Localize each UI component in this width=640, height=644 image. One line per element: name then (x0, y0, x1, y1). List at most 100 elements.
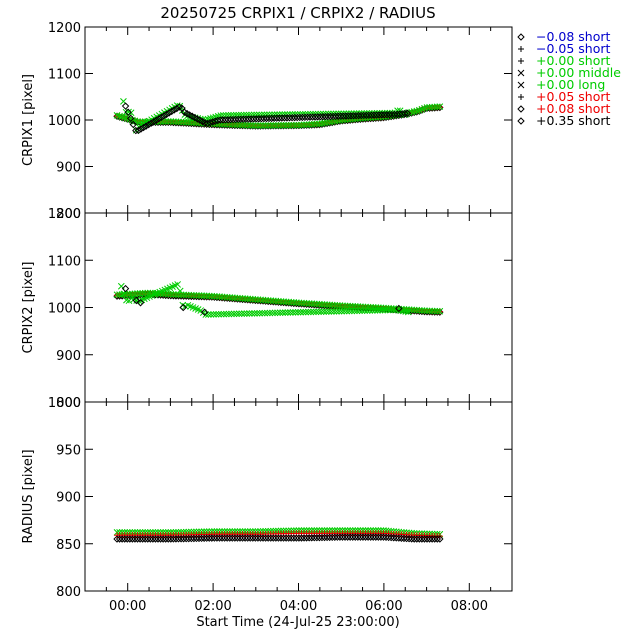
data-point (284, 534, 293, 542)
data-point (325, 533, 334, 542)
data-point (428, 307, 436, 315)
y-tick-label: 800 (56, 585, 81, 600)
data-point (300, 534, 308, 542)
y-tick-label: 900 (56, 491, 81, 506)
data-point (348, 307, 356, 315)
data-point (404, 308, 412, 316)
data-point (170, 106, 178, 114)
data-point (215, 310, 223, 318)
data-point (133, 535, 142, 543)
data-point (320, 308, 328, 316)
data-point (308, 300, 316, 308)
data-point (366, 533, 375, 541)
data-point (361, 533, 370, 541)
data-point (334, 112, 342, 120)
data-point (272, 297, 280, 305)
data-point (260, 114, 268, 123)
data-point (221, 116, 230, 124)
data-point (213, 534, 221, 542)
data-point (243, 310, 251, 317)
data-point (287, 534, 295, 542)
data-point (246, 310, 253, 317)
data-point (151, 535, 160, 543)
data-point (321, 112, 330, 121)
data-point (358, 307, 366, 315)
data-point (269, 534, 278, 542)
data-point (270, 114, 278, 122)
data-point (269, 122, 277, 129)
data-point (305, 121, 313, 128)
data-point (282, 534, 290, 542)
data-point (259, 534, 267, 542)
data-point (333, 533, 342, 541)
data-point (290, 299, 298, 306)
data-point (202, 534, 211, 542)
data-point (336, 533, 344, 541)
data-point (207, 311, 215, 318)
data-point (164, 535, 172, 543)
data-point (177, 535, 185, 543)
data-point (415, 306, 423, 314)
data-point (254, 534, 262, 542)
y-tick-label: 850 (56, 538, 81, 553)
data-point (198, 292, 205, 300)
data-point (121, 102, 130, 110)
data-point (426, 103, 433, 111)
data-point (236, 121, 244, 129)
data-point (363, 307, 371, 314)
data-point (131, 535, 139, 543)
data-point (179, 535, 188, 543)
data-point (423, 307, 431, 315)
data-point (208, 292, 216, 300)
data-point (287, 298, 295, 306)
data-point (251, 534, 260, 542)
data-point (421, 307, 428, 315)
data-point (172, 118, 180, 126)
data-point (436, 307, 444, 315)
data-point (224, 116, 232, 124)
data-point (325, 308, 333, 315)
data-point (139, 123, 148, 132)
data-point (228, 294, 236, 302)
data-point (386, 306, 394, 314)
data-point (339, 112, 348, 120)
data-point (289, 309, 297, 316)
data-point (338, 307, 345, 315)
y-axis-label: CRPIX1 [pixel] (21, 74, 36, 166)
data-point (316, 300, 323, 308)
data-point (182, 534, 190, 543)
data-point (366, 307, 374, 314)
data-point (162, 118, 170, 125)
data-point (258, 309, 266, 317)
data-point (254, 296, 262, 303)
data-point (428, 535, 436, 543)
y-tick-label: 1100 (48, 68, 81, 83)
data-point (252, 122, 259, 129)
y-tick-label: 950 (56, 443, 81, 458)
data-point (295, 299, 303, 307)
data-point (231, 534, 239, 542)
data-point (294, 308, 302, 316)
data-point (310, 308, 317, 316)
data-point (323, 119, 331, 126)
data-point (239, 295, 246, 302)
data-point (230, 310, 238, 318)
data-point (200, 308, 209, 316)
data-point (336, 302, 344, 309)
data-point (157, 113, 166, 122)
data-point (298, 299, 305, 307)
legend-marker (517, 69, 525, 77)
data-point (264, 297, 272, 304)
data-point (319, 113, 327, 121)
data-point (300, 121, 308, 129)
y-tick-label: 1200 (48, 21, 81, 36)
data-point (408, 306, 416, 314)
data-point (138, 535, 147, 543)
data-point (244, 115, 253, 123)
data-point (296, 113, 304, 122)
data-point (254, 122, 262, 129)
data-point (295, 121, 303, 129)
data-point (167, 118, 175, 125)
data-point (147, 119, 155, 127)
